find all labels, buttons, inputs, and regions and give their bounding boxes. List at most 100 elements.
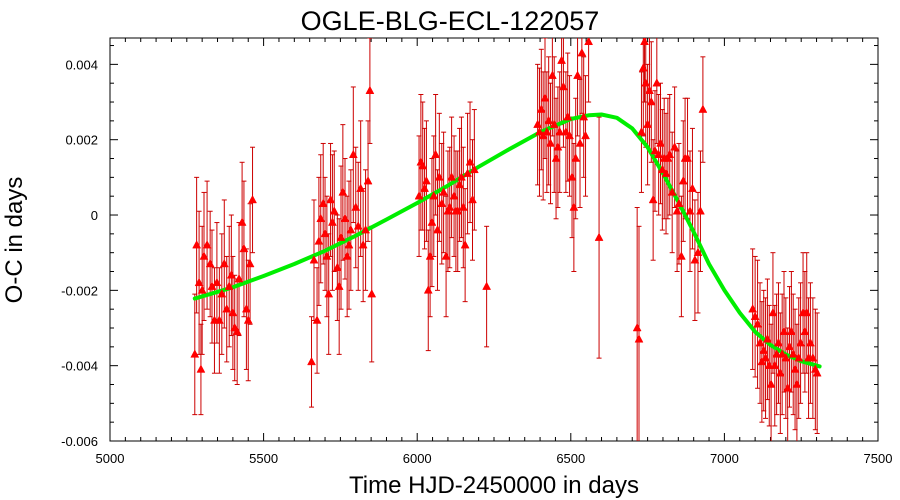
data-point [241,304,251,313]
data-point [224,281,234,290]
data-point [344,240,354,249]
y-tick-label: -0.006 [61,434,98,449]
data-point [542,127,552,136]
data-point [567,172,577,181]
data-point [358,240,368,249]
data-point [351,202,361,211]
data-point [551,153,561,162]
y-tick-label: -0.002 [61,283,98,298]
x-tick-label: 5000 [96,451,125,466]
data-point [812,368,822,377]
data-point [482,281,492,290]
data-point [363,176,373,185]
data-point [670,142,680,151]
data-point [788,349,798,358]
data-point [536,104,546,113]
data-point [683,153,692,162]
data-point [652,78,662,87]
data-point [434,172,444,181]
data-point [783,383,793,392]
data-point [237,217,247,226]
data-point [777,349,787,358]
x-tick-label: 7000 [710,451,739,466]
fit-curve-layer [192,112,822,369]
data-point [555,127,565,136]
error-bars [192,38,820,441]
data-point [445,202,455,211]
data-point [202,240,212,249]
data-point [748,304,758,313]
data-point [755,338,765,347]
data-point [594,232,604,241]
data-point [792,379,802,388]
data-point [196,364,206,373]
data-point [643,119,653,128]
data-point [674,198,684,207]
data-point [433,225,442,234]
data-point [346,225,356,234]
data-point [194,277,204,287]
data-point [579,112,589,121]
data-point [559,81,568,91]
data-point [645,85,654,94]
data-point [764,360,774,369]
data-point [563,112,573,121]
data-point [469,164,479,174]
data-point [192,240,202,249]
data-point [458,202,468,211]
data-point [781,353,791,362]
data-point [320,228,330,238]
data-points [190,38,822,392]
data-point [228,307,238,317]
data-point [553,142,563,151]
data-point [437,198,447,207]
data-point [329,206,339,215]
data-point [661,168,671,177]
data-point [348,149,358,159]
data-point [561,127,571,136]
data-point [334,281,344,290]
y-tick-label: 0.002 [65,133,98,148]
data-point [753,319,762,328]
chart-title: OGLE-BLG-ECL-122057 [301,6,600,36]
data-point [316,213,326,223]
data-point [533,119,543,128]
data-point [318,198,328,207]
data-point [657,164,667,174]
data-point [557,55,567,64]
data-point [571,153,581,162]
data-point [332,262,342,271]
data-point [460,240,470,249]
data-point [547,70,557,79]
data-point [342,251,352,260]
data-point [199,251,209,260]
data-point [463,168,472,177]
data-point [770,360,780,369]
data-point [226,270,236,279]
data-point [546,138,555,147]
data-point [365,85,375,94]
data-point [429,191,439,200]
data-point [569,202,579,211]
data-point [667,187,677,196]
data-point [239,243,249,253]
data-point [219,258,229,268]
data-point [808,353,818,362]
y-tick-label: -0.004 [61,359,98,374]
data-point [690,255,700,264]
data-point [361,225,371,234]
data-point [423,285,433,294]
data-point [688,183,697,192]
data-point [779,326,789,336]
data-point [672,206,682,215]
data-point [190,349,200,358]
data-point [678,176,688,185]
data-point [786,326,796,336]
data-point [327,217,337,226]
data-point [336,232,346,241]
data-point [544,115,554,125]
data-point [565,130,574,140]
data-point [353,221,363,230]
x-tick-label: 5500 [249,451,278,466]
data-point [800,326,810,336]
